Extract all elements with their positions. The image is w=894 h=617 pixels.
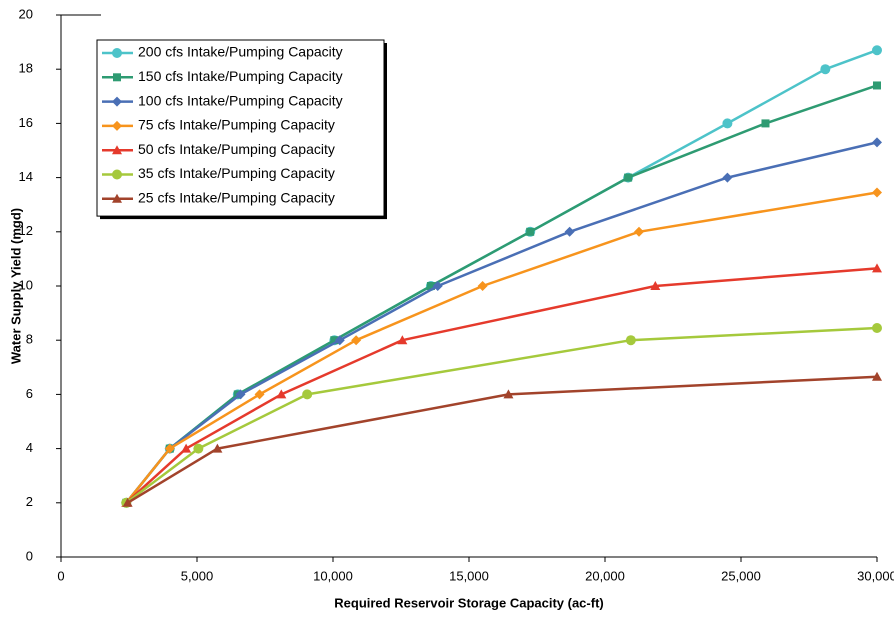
series-line — [126, 375, 878, 504]
point — [397, 335, 408, 345]
series-line — [125, 267, 878, 504]
point — [122, 497, 133, 507]
legend-label: 50 cfs Intake/Pumping Capacity — [138, 141, 335, 157]
series-line — [125, 191, 878, 504]
point — [432, 281, 443, 291]
x-tick-label: 15,000 — [449, 568, 489, 583]
legend: 200 cfs Intake/Pumping Capacity 150 cfs I… — [96, 39, 387, 220]
point — [722, 172, 733, 183]
legend-label: 150 cfs Intake/Pumping Capacity — [138, 68, 343, 84]
point — [872, 371, 882, 381]
point — [625, 335, 636, 346]
legend-label: 35 cfs Intake/Pumping Capacity — [138, 165, 335, 181]
legend-label: 100 cfs Intake/Pumping Capacity — [138, 92, 343, 108]
point — [276, 389, 287, 399]
point — [181, 443, 192, 453]
point — [164, 443, 175, 454]
legend-box — [96, 39, 385, 217]
y-tick-label: 0 — [26, 548, 33, 563]
point — [235, 389, 246, 400]
legend-marker — [112, 48, 122, 58]
y-tick-label: 14 — [19, 169, 33, 184]
x-tick-label: 20,000 — [585, 568, 625, 583]
point — [503, 389, 514, 399]
legend-label: 75 cfs Intake/Pumping Capacity — [138, 117, 335, 133]
x-tick-label: 25,000 — [721, 568, 761, 583]
y-tick-label: 6 — [26, 386, 33, 401]
point — [330, 336, 339, 345]
y-tick-label: 8 — [26, 332, 33, 347]
legend-marker — [112, 145, 122, 155]
y-tick-label: 2 — [26, 494, 33, 509]
x-tick-label: 5,000 — [181, 568, 214, 583]
legend-marker — [112, 193, 122, 203]
legend-marker — [112, 96, 122, 107]
point — [477, 281, 488, 291]
series-line — [125, 141, 878, 504]
point — [193, 443, 204, 454]
y-tick-label: 10 — [19, 277, 33, 292]
legend-label: 200 cfs Intake/Pumping Capacity — [138, 44, 343, 60]
point — [212, 443, 223, 453]
point — [722, 118, 733, 129]
x-tick-label: 10,000 — [313, 568, 353, 583]
x-tick-label: 0 — [57, 568, 64, 583]
point — [351, 335, 362, 346]
y-tick-label: 18 — [19, 61, 33, 76]
point — [873, 81, 881, 90]
y-axis-title: Water Supply Yield (mgd) — [8, 208, 23, 364]
x-axis-title: Required Reservoir Storage Capacity (ac-… — [334, 595, 603, 610]
legend-marker — [112, 120, 122, 131]
point — [334, 335, 345, 346]
point — [820, 64, 831, 75]
point — [872, 263, 882, 273]
point — [302, 389, 313, 400]
x-tick-label: 30,000 — [857, 568, 894, 583]
point — [650, 281, 661, 290]
legend-marker — [112, 169, 122, 180]
series-line — [125, 326, 878, 504]
y-tick-label: 4 — [26, 440, 33, 455]
y-tick-label: 20 — [19, 6, 33, 21]
point — [872, 45, 882, 56]
point — [254, 389, 265, 400]
point — [526, 227, 535, 236]
series — [121, 187, 882, 508]
legend-label: 25 cfs Intake/Pumping Capacity — [138, 190, 335, 206]
series — [121, 263, 882, 507]
point — [872, 137, 882, 148]
y-tick-label: 16 — [19, 115, 33, 130]
point — [634, 226, 644, 237]
point — [872, 187, 882, 198]
series — [122, 371, 882, 507]
point — [624, 173, 633, 182]
point — [872, 323, 882, 334]
legend-marker — [113, 73, 121, 82]
point — [564, 226, 575, 237]
point — [761, 119, 770, 128]
series — [121, 323, 882, 508]
point — [426, 282, 435, 290]
y-tick-label: 12 — [19, 223, 33, 238]
